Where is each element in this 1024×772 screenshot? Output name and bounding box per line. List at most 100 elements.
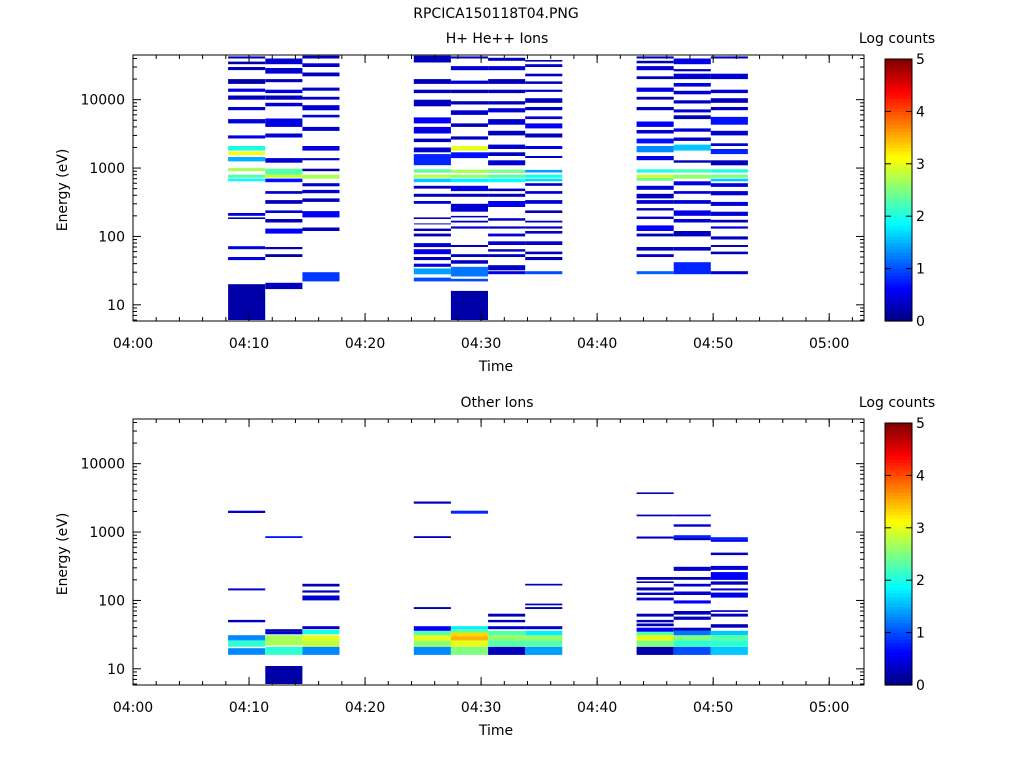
heatmap-cell	[525, 607, 563, 609]
colorbar-tick-label: 0	[916, 314, 925, 330]
colorbar-step	[885, 531, 912, 535]
y-tick-label: 1000	[89, 161, 125, 177]
x-tick-label: 04:50	[693, 336, 733, 352]
heatmap-cell	[228, 61, 266, 65]
heatmap-cell	[488, 130, 526, 136]
colorbar-step	[885, 258, 912, 263]
colorbar-step	[885, 212, 912, 217]
heatmap-cell	[450, 215, 488, 218]
heatmap-cell	[636, 138, 674, 144]
heatmap-cell	[302, 272, 340, 282]
heatmap-cell	[302, 114, 340, 118]
y-tick-label: 10000	[80, 457, 125, 473]
heatmap-cell	[525, 603, 563, 606]
heatmap-cell	[710, 149, 748, 155]
heatmap-cell	[525, 210, 563, 213]
heatmap-cell	[302, 198, 340, 202]
heatmap-cell	[450, 254, 488, 257]
heatmap-cell	[228, 67, 266, 71]
heatmap-cell	[636, 536, 674, 539]
heatmap-cell	[413, 249, 451, 255]
colorbar-step	[885, 59, 912, 63]
heatmap-cell	[265, 254, 303, 257]
heatmap-cell	[710, 610, 748, 612]
colorbar-step	[885, 78, 912, 83]
heatmap-cell	[488, 201, 526, 207]
colorbar-step	[885, 268, 912, 273]
heatmap-cell	[413, 277, 451, 282]
colorbar-step	[885, 429, 912, 434]
heatmap-cell	[636, 492, 674, 494]
heatmap-cell	[710, 89, 748, 94]
colorbar-step	[885, 462, 912, 467]
heatmap-cell	[302, 174, 340, 179]
heatmap-cell	[488, 254, 526, 257]
heatmap-cell	[525, 583, 563, 586]
colorbar-step	[885, 442, 912, 447]
heatmap-cell	[525, 146, 563, 149]
heatmap-cell	[228, 151, 266, 155]
colorbar-step	[885, 639, 912, 644]
colorbar-step	[885, 262, 912, 266]
heatmap-cell	[413, 268, 451, 275]
colorbar-step	[885, 560, 912, 565]
heatmap-cell	[302, 635, 340, 641]
heatmap-cell	[265, 79, 303, 83]
heatmap-cell	[265, 158, 303, 163]
heatmap-cell	[413, 536, 451, 538]
heatmap-cell	[228, 174, 266, 178]
colorbar-step	[885, 242, 912, 247]
heatmap-cell	[636, 76, 674, 80]
plot-frame	[132, 54, 865, 322]
heatmap-cell	[710, 201, 748, 206]
colorbar-step	[885, 284, 912, 289]
heatmap-cell	[673, 69, 711, 72]
colorbar-step	[885, 511, 912, 516]
colorbar-step	[885, 527, 912, 532]
x-tick-label: 04:00	[113, 336, 153, 352]
colorbar-step	[885, 426, 912, 431]
colorbar-step	[885, 190, 912, 194]
heatmap-cell	[525, 116, 563, 120]
heatmap-cell	[265, 58, 303, 65]
colorbar-step	[885, 455, 912, 460]
heatmap-cell	[710, 130, 748, 136]
heatmap-cell	[710, 191, 748, 196]
heatmap-cell	[710, 592, 748, 598]
colorbar-step	[885, 206, 912, 211]
heatmap-cell	[710, 581, 748, 585]
heatmap-cell	[228, 88, 266, 92]
heatmap-cell	[302, 646, 340, 655]
heatmap-cell	[673, 247, 711, 251]
heatmap-cell	[488, 174, 526, 178]
heatmap-cell	[636, 174, 674, 178]
heatmap-cell	[302, 72, 340, 77]
x-axis-label: Time	[478, 359, 513, 375]
heatmap-cell	[302, 158, 340, 161]
heatmap-cell	[488, 193, 526, 197]
heatmap-cell	[488, 218, 526, 221]
heatmap-cell	[636, 107, 674, 111]
colorbar-step	[885, 150, 912, 155]
colorbar-tick-label: 0	[916, 678, 925, 694]
heatmap-cell	[413, 117, 451, 124]
heatmap-cell	[450, 152, 488, 159]
colorbar-step	[885, 514, 912, 519]
heatmap-cell	[488, 635, 526, 641]
heatmap-cell	[636, 514, 674, 517]
colorbar-step	[885, 281, 912, 286]
heatmap-cell	[636, 592, 674, 595]
heatmap-cell	[636, 646, 674, 655]
heatmap-cell	[636, 146, 674, 153]
colorbar-frame	[884, 422, 913, 686]
colorbar-step	[885, 678, 912, 683]
y-tick-label: 10000	[80, 93, 125, 109]
colorbar-step	[885, 108, 912, 113]
colorbar-step	[885, 606, 912, 611]
heatmap-cell	[636, 640, 674, 647]
heatmap-cell	[228, 510, 266, 513]
colorbar-step	[885, 508, 912, 513]
heatmap-cell	[636, 247, 674, 251]
colorbar-step	[885, 423, 912, 427]
heatmap-cell	[450, 220, 488, 223]
